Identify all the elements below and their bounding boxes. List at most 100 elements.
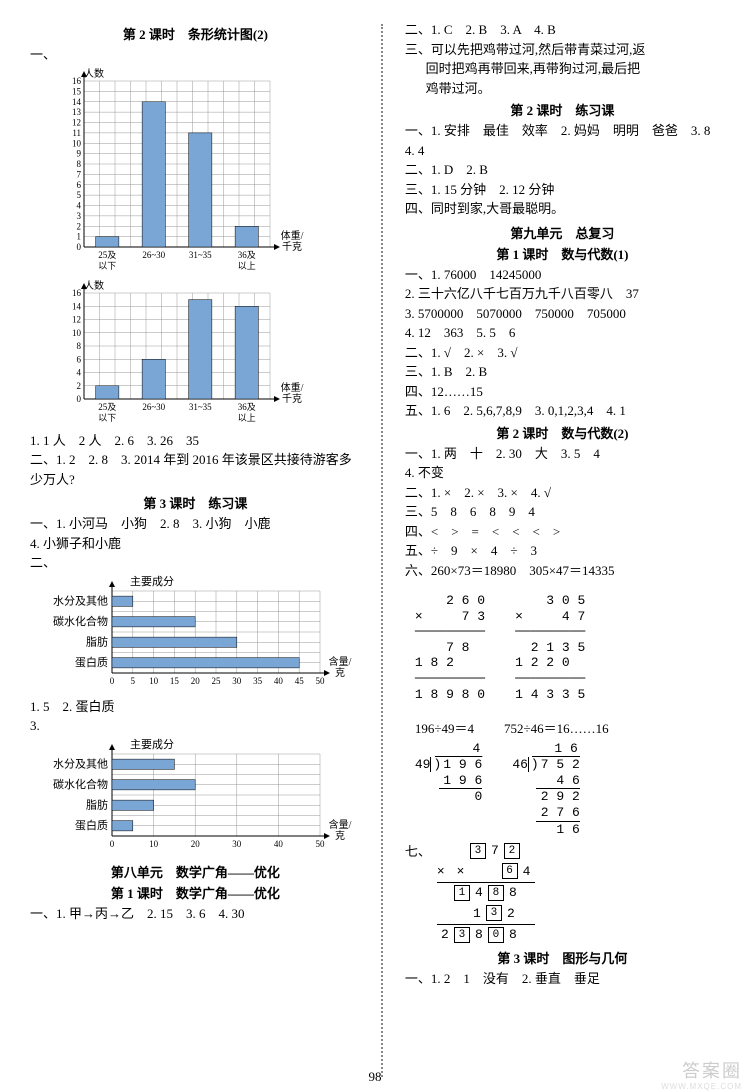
answer-line: 一、1. 两 十 2. 30 大 3. 5 4: [405, 444, 720, 464]
svg-text:1: 1: [77, 231, 82, 241]
svg-text:8: 8: [77, 159, 82, 169]
svg-text:人数: 人数: [84, 279, 104, 292]
svg-text:13: 13: [72, 107, 82, 117]
svg-text:蛋白质: 蛋白质: [75, 817, 108, 831]
div-eq-2: 752÷46＝16……16: [504, 719, 609, 739]
answer-line: 一、1. 2 1 没有 2. 垂直 垂足: [405, 969, 720, 989]
svg-text:40: 40: [274, 676, 284, 686]
unit9-lesson2-title: 第 2 课时 数与代数(2): [405, 423, 720, 442]
svg-text:脂肪: 脂肪: [86, 797, 108, 811]
svg-text:10: 10: [72, 327, 82, 337]
answer-line: 四、12……15: [405, 382, 720, 402]
answer-line: 4. 不变: [405, 463, 720, 483]
answer-line: 三、1. 15 分钟 2. 12 分钟: [405, 180, 720, 200]
answer-line: 二、1. D 2. B: [405, 160, 720, 180]
watermark-sub: WWW.MXQE.COM: [661, 1082, 742, 1091]
svg-text:31~35: 31~35: [189, 402, 212, 412]
svg-text:40: 40: [274, 839, 284, 849]
answer-line: 三、5 8 6 8 9 4: [405, 502, 720, 522]
svg-text:6: 6: [77, 354, 82, 364]
column-divider: [381, 24, 385, 1077]
unit9-title: 第九单元 总复习: [405, 223, 720, 242]
svg-text:50: 50: [316, 839, 326, 849]
answer-line: 回时把鸡再带回来,再带狗过河,最后把: [405, 59, 720, 79]
svg-text:50: 50: [316, 676, 326, 686]
svg-text:15: 15: [170, 676, 180, 686]
hbar-chart-1: 主要成分05101520253035404550水分及其他碳水化合物脂肪蛋白质含…: [30, 575, 361, 695]
svg-text:10: 10: [149, 839, 159, 849]
svg-text:碳水化合物: 碳水化合物: [53, 613, 108, 627]
svg-text:含量/克: 含量/克: [329, 655, 352, 679]
svg-text:2: 2: [77, 221, 82, 231]
svg-text:0: 0: [77, 242, 82, 252]
bar-chart-1: 人数16151413121110987654321025及以下26~3031~3…: [54, 67, 361, 277]
calc-mul-1: 2 6 0 × 7 3 ───────── 7 8 1 8 2 ────────…: [415, 593, 485, 702]
svg-text:2: 2: [77, 380, 82, 390]
watermark: 答案圈: [682, 1057, 742, 1083]
answer-line: 2. 三十六亿八千七百万九千八百零八 37: [405, 284, 720, 304]
hbar-chart-2: 主要成分01020304050水分及其他碳水化合物脂肪蛋白质含量/克: [30, 738, 361, 858]
svg-text:4: 4: [77, 367, 82, 377]
answer-line: 五、÷ 9 × 4 ÷ 3: [405, 541, 720, 561]
svg-text:8: 8: [77, 341, 82, 351]
svg-text:36及以上: 36及以上: [238, 402, 256, 423]
answer-line: 二、1. × 2. × 3. × 4. √: [405, 483, 720, 503]
answer-line: 1. 1 人 2 人 2. 6 3. 26 35: [30, 431, 361, 451]
unit9-lesson1-title: 第 1 课时 数与代数(1): [405, 244, 720, 263]
svg-text:30: 30: [232, 676, 242, 686]
svg-text:31~35: 31~35: [189, 250, 212, 260]
svg-text:10: 10: [149, 676, 159, 686]
answer-line: 一、1. 甲→丙→乙 2. 15 3. 6 4. 30: [30, 904, 361, 924]
svg-text:4: 4: [77, 200, 82, 210]
answer-line: 三、可以先把鸡带过河,然后带青菜过河,返: [405, 40, 720, 60]
svg-text:水分及其他: 水分及其他: [53, 594, 108, 607]
answer-line: 四、同时到家,大哥最聪明。: [405, 199, 720, 219]
answer-line: 二、1. √ 2. × 3. √: [405, 343, 720, 363]
multiplication-block: 2 6 0 × 7 3 ───────── 7 8 1 8 2 ────────…: [415, 580, 720, 715]
svg-text:0: 0: [110, 676, 115, 686]
answer-line: 一、1. 小河马 小狗 2. 8 3. 小狗 小鹿: [30, 514, 361, 534]
puzzle-block: 七、 372× ×64 1488 132 23808: [405, 841, 720, 946]
unit9-lesson3-title: 第 3 课时 图形与几何: [405, 948, 720, 967]
svg-text:15: 15: [72, 86, 82, 96]
answer-line: 三、1. B 2. B: [405, 362, 720, 382]
svg-text:10: 10: [72, 138, 82, 148]
svg-text:20: 20: [191, 676, 201, 686]
calc-mul-2: 3 0 5 × 4 7 ───────── 2 1 3 5 1 2 2 0 ──…: [515, 593, 585, 702]
page-number: 98: [0, 1069, 750, 1085]
multiplication-puzzle: 372× ×64 1488 132 23808: [437, 841, 535, 946]
svg-text:0: 0: [110, 839, 115, 849]
svg-text:16: 16: [72, 76, 82, 86]
answer-line: 二、1. C 2. B 3. A 4. B: [405, 20, 720, 40]
svg-text:25: 25: [212, 676, 222, 686]
svg-text:7: 7: [77, 169, 82, 179]
answer-line: 六、260×73＝18980 305×47＝14335: [405, 561, 720, 581]
svg-text:9: 9: [77, 148, 82, 158]
svg-text:5: 5: [131, 676, 136, 686]
svg-text:6: 6: [77, 179, 82, 189]
lesson2-title: 第 2 课时 条形统计图(2): [30, 24, 361, 43]
svg-text:人数: 人数: [84, 67, 104, 80]
svg-text:25及以下: 25及以下: [98, 402, 116, 423]
svg-text:蛋白质: 蛋白质: [75, 654, 108, 668]
answer-line: 3.: [30, 716, 361, 736]
unit8-title: 第八单元 数学广角——优化: [30, 862, 361, 881]
answer-line: 3. 5700000 5070000 750000 705000: [405, 304, 720, 324]
answer-line: 1. 5 2. 蛋白质: [30, 697, 361, 717]
lesson3-title: 第 3 课时 练习课: [30, 493, 361, 512]
svg-text:主要成分: 主要成分: [130, 738, 174, 751]
svg-text:12: 12: [72, 314, 81, 324]
answer-line: 一、1. 76000 14245000: [405, 265, 720, 285]
svg-text:5: 5: [77, 190, 82, 200]
svg-text:14: 14: [72, 301, 82, 311]
section-two-label: 二、: [30, 553, 361, 573]
division-eq-row: 196÷49＝4 752÷46＝16……16: [415, 719, 720, 739]
svg-text:14: 14: [72, 96, 82, 106]
svg-text:体重/千克: 体重/千克: [281, 229, 304, 253]
answer-line: 4. 小狮子和小鹿: [30, 534, 361, 554]
svg-text:脂肪: 脂肪: [86, 634, 108, 648]
svg-text:0: 0: [77, 394, 82, 404]
answer-line: 四、< > = < < < >: [405, 522, 720, 542]
div-eq-1: 196÷49＝4: [415, 719, 474, 739]
svg-text:30: 30: [232, 839, 242, 849]
